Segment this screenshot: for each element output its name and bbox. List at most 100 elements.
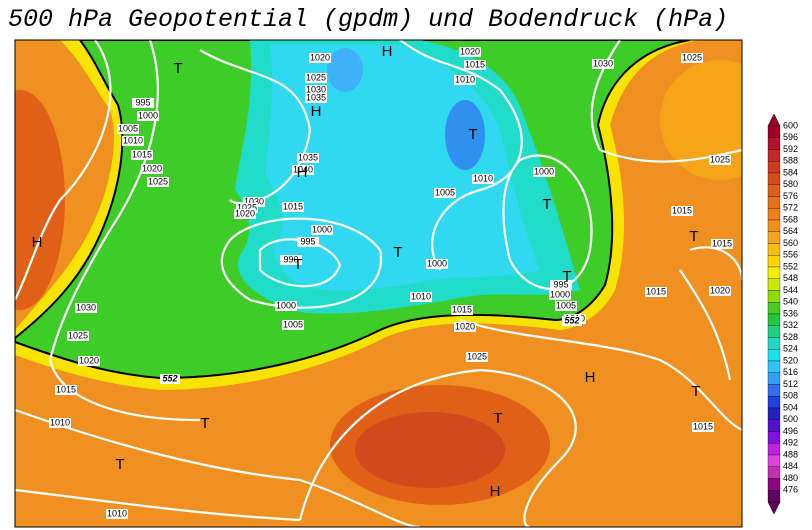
isobar-label: 1020: [142, 163, 162, 173]
map-title: 500 hPa Geopotential (gpdm) und Bodendru…: [8, 5, 728, 34]
colorbar-swatch: [767, 419, 781, 432]
isobar-label-bg: [681, 53, 703, 63]
isobar-label: 1030: [244, 196, 264, 206]
isobar-label: 1000: [427, 258, 447, 268]
contour-label: 552: [162, 373, 177, 383]
colorbar-swatch: [767, 161, 781, 174]
colorbar-swatch: [767, 490, 781, 503]
isobar-label: 1015: [132, 149, 152, 159]
isobar-label: 1000: [138, 110, 158, 120]
isobar-label: 1005: [118, 123, 138, 133]
colorbar-label: 500: [783, 414, 798, 424]
isobar-label-bg: [236, 203, 258, 213]
isobar-label: 1005: [283, 319, 303, 329]
isobar-label-bg: [297, 237, 319, 247]
colorbar-label: 548: [783, 273, 798, 283]
isobar-label-bg: [410, 292, 432, 302]
isobar-label: 1030: [593, 58, 613, 68]
isobar-label-bg: [472, 174, 494, 184]
colorbar-label: 592: [783, 144, 798, 154]
colorbar-swatch: [767, 243, 781, 256]
colorbar-swatch: [767, 443, 781, 456]
pressure-center: T: [493, 410, 502, 427]
colorbar: 6005965925885845805765725685645605565525…: [767, 113, 798, 515]
isobar-label-bg: [671, 206, 693, 216]
colorbar-label: 496: [783, 426, 798, 436]
isobar-label-bg: [243, 197, 265, 207]
isobar-label: 1035: [298, 152, 318, 162]
isobar-label-bg: [459, 47, 481, 57]
pressure-center: T: [393, 244, 402, 261]
colorbar-swatch: [767, 149, 781, 162]
colorbar-swatch: [767, 208, 781, 221]
isobar-label: 1015: [693, 421, 713, 431]
isobars: [15, 40, 742, 527]
colorbar-swatch: [767, 325, 781, 338]
colorbar-label: 512: [783, 379, 798, 389]
isobar-label-bg: [555, 301, 577, 311]
pressure-center: T: [115, 456, 124, 473]
colorbar-label: 560: [783, 238, 798, 248]
isobar-label-bg: [78, 356, 100, 366]
isobar-label: 1025: [68, 330, 88, 340]
isobar-label-bg: [55, 385, 77, 395]
isobar-label-bg: [309, 53, 331, 63]
isobar-label: 1010: [473, 173, 493, 183]
colorbar-label: 528: [783, 332, 798, 342]
isobar-label: 1020: [235, 208, 255, 218]
colorbar-swatch: [767, 302, 781, 315]
pressure-center: T: [542, 196, 551, 213]
isobar-label: 1020: [79, 355, 99, 365]
isobar-label: 1015: [712, 238, 732, 248]
colorbar-label: 536: [783, 308, 798, 318]
isobar-label: 1020: [310, 52, 330, 62]
colorbar-swatch: [767, 278, 781, 291]
pressure-center: H: [382, 43, 393, 60]
isobar-label-bg: [550, 280, 572, 290]
isobar-label: 1040: [293, 164, 313, 174]
pressure-center: T: [689, 228, 698, 245]
pressure-center: T: [468, 126, 477, 143]
colorbar-label: 584: [783, 167, 798, 177]
isobar-label-bg: [466, 352, 488, 362]
colorbar-label: 532: [783, 320, 798, 330]
colorbar-swatch: [767, 372, 781, 385]
isobar-label-bg: [137, 111, 159, 121]
colorbar-label: 516: [783, 367, 798, 377]
isobar-label-bg: [280, 255, 302, 265]
isobar-label: 1000: [312, 224, 332, 234]
colorbar-label: 544: [783, 285, 798, 295]
isobar-label: 1020: [455, 321, 475, 331]
colorbar-label: 488: [783, 449, 798, 459]
pressure-center: T: [293, 256, 302, 273]
isobar-label: 1025: [148, 176, 168, 186]
isobar-label-bg: [645, 287, 667, 297]
isobar-label-bg: [106, 509, 128, 519]
isobar-label-bg: [292, 165, 314, 175]
isobar-label: 1025: [306, 72, 326, 82]
colorbar-swatch: [767, 137, 781, 150]
isobar-label-bg: [434, 188, 456, 198]
colorbar-label: 508: [783, 391, 798, 401]
colorbar-label: 576: [783, 191, 798, 201]
isobar-label-bg: [533, 167, 555, 177]
isobar-label-bg: [464, 60, 486, 70]
isobar-label: 1025: [710, 154, 730, 164]
isobar-label-bg: [147, 177, 169, 187]
pressure-center: H: [297, 164, 308, 181]
pressure-center: H: [32, 234, 43, 251]
colorbar-label: 484: [783, 461, 798, 471]
colorbar-swatch: [767, 172, 781, 185]
isobar-label: 1005: [435, 187, 455, 197]
colorbar-label: 556: [783, 250, 798, 260]
isobar-label: 1010: [455, 74, 475, 84]
colorbar-label: 520: [783, 355, 798, 365]
colorbar-swatch: [767, 360, 781, 373]
pressure-center: T: [691, 383, 700, 400]
colorbar-swatch: [767, 478, 781, 491]
colorbar-swatch: [767, 184, 781, 197]
colorbar-swatch: [767, 384, 781, 397]
isobar-label-bg: [549, 290, 571, 300]
isobar-label-bg: [305, 93, 327, 103]
isobar-label-bg: [305, 73, 327, 83]
